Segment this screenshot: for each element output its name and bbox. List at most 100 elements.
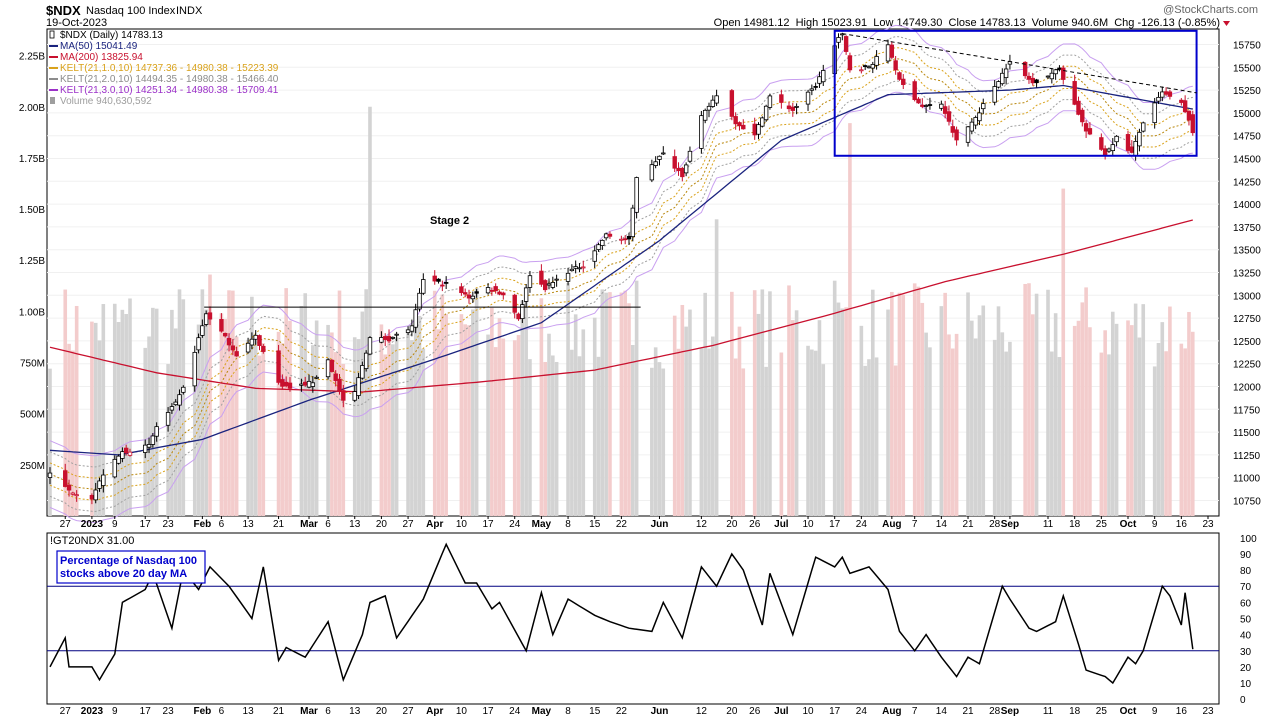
volume-bar: [657, 362, 662, 516]
candle: [116, 454, 121, 465]
volume-bar: [890, 291, 894, 516]
kelt1-lower-line: [49, 69, 1193, 501]
candle-body: [89, 495, 95, 500]
x-tick-label: 16: [1176, 519, 1188, 530]
breadth-description-line1: Percentage of Nasdaq 100: [60, 555, 197, 567]
x-tick-label: 24: [509, 706, 521, 717]
volume-tick-label: 1.00B: [19, 307, 45, 318]
volume-bar: [151, 307, 155, 516]
candle: [474, 288, 479, 298]
candle: [1057, 65, 1062, 72]
candle: [626, 232, 632, 246]
kelt-mid-line: [49, 58, 1193, 490]
volume-bar: [512, 340, 517, 516]
volume-bar: [1046, 289, 1050, 516]
candle-body: [1034, 79, 1039, 84]
legend-entry: KELT(21,3.0,10) 14251.34 - 14980.38 - 15…: [60, 85, 279, 96]
x-tick-label: 25: [1096, 706, 1108, 717]
candle: [230, 339, 236, 356]
volume-bar: [417, 315, 422, 516]
volume-bar: [307, 363, 311, 516]
volume-bar: [288, 320, 292, 516]
volume-bar: [703, 292, 707, 516]
candle-body: [859, 69, 864, 72]
candle-body: [1049, 72, 1055, 80]
x-tick-label: 7: [912, 706, 918, 717]
candle-body: [299, 383, 304, 386]
candle: [169, 403, 175, 414]
candle: [706, 102, 712, 118]
volume-bar: [543, 361, 547, 516]
x-tick-label: 21: [273, 706, 285, 717]
volume-bar: [497, 318, 502, 516]
candle-body: [657, 155, 662, 160]
price-tick-label: 15000: [1233, 109, 1261, 120]
candle-body: [1061, 67, 1066, 80]
candle: [859, 66, 864, 74]
candle: [463, 288, 468, 298]
candle-body: [66, 484, 72, 491]
candle: [741, 119, 746, 130]
candle: [710, 95, 716, 108]
candle: [360, 361, 365, 380]
volume-bar: [893, 365, 898, 516]
candle-body: [203, 313, 209, 325]
candle-body: [687, 150, 693, 162]
volume-bar: [352, 337, 357, 516]
volume-bar: [653, 347, 658, 516]
candle-body: [470, 295, 476, 300]
x-tick-label: 9: [1152, 519, 1158, 530]
kelt2-upper-line: [49, 36, 1193, 468]
x-tick-label: 14: [936, 706, 948, 717]
candle: [466, 289, 472, 304]
candle-body: [367, 337, 373, 355]
volume-bar: [253, 340, 258, 516]
volume-bar: [1008, 341, 1012, 516]
candle-body: [47, 472, 53, 478]
ma200-line: [49, 219, 1193, 393]
volume-bar: [1099, 352, 1104, 516]
candle: [760, 116, 765, 128]
quote-line: Open 14981.12 High 15023.91 Low 14749.30…: [714, 17, 1220, 29]
volume-bar: [1050, 351, 1054, 516]
candle: [843, 35, 849, 55]
volume-tick-label: 1.25B: [19, 256, 45, 267]
volume-bar: [204, 309, 208, 516]
candle-body: [619, 238, 624, 241]
volume-bar: [314, 320, 319, 516]
x-tick-label: Feb: [193, 706, 211, 717]
volume-bar: [524, 293, 528, 516]
x-tick-label: 18: [1069, 706, 1081, 717]
volume-bar: [547, 333, 551, 516]
candle-body: [699, 115, 704, 149]
candle: [1026, 72, 1032, 84]
candle: [440, 280, 445, 292]
candle: [196, 333, 201, 354]
volume-bar: [539, 298, 544, 516]
candle: [1045, 75, 1051, 80]
x-tick-label: 11: [1043, 519, 1054, 530]
candle-body: [603, 233, 609, 239]
candle-body: [866, 66, 872, 69]
volume-bar: [520, 300, 525, 516]
candle: [325, 358, 331, 380]
legend-entry: KELT(21,2.0,10) 14494.35 - 14980.38 - 15…: [60, 74, 279, 85]
candle: [672, 149, 677, 172]
price-tick-label: 15500: [1233, 63, 1261, 74]
candle: [607, 231, 613, 239]
candle: [916, 97, 921, 104]
candle: [939, 100, 944, 111]
price-tick-label: 14000: [1233, 200, 1261, 211]
volume-bar: [1187, 311, 1191, 516]
candle-body: [702, 109, 708, 121]
price-tick-label: 14750: [1233, 132, 1261, 143]
volume-bar: [421, 348, 426, 516]
volume-bar: [1084, 287, 1088, 516]
candle: [120, 447, 125, 463]
volume-bar: [1190, 331, 1195, 516]
volume-bar: [116, 322, 121, 516]
volume-bar: [916, 286, 921, 516]
candle-body: [714, 95, 719, 104]
price-tick-label: 13000: [1233, 291, 1261, 302]
volume-bar: [223, 319, 228, 516]
